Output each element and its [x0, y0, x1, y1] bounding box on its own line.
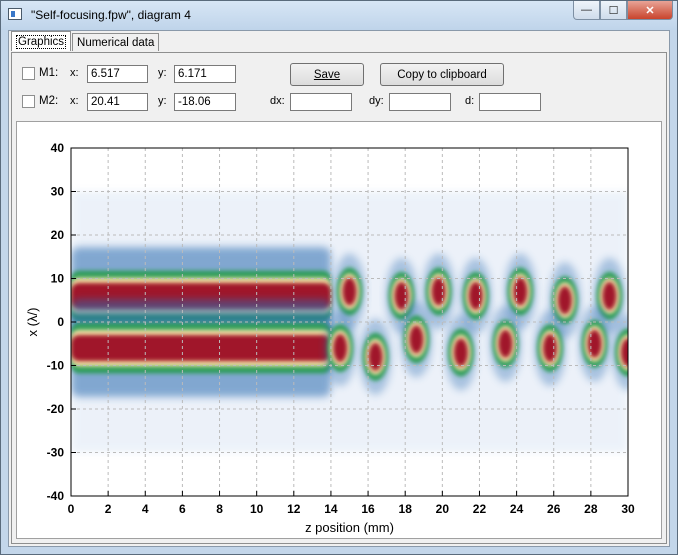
m1-y-field[interactable]: 6.171 [174, 65, 236, 83]
x-tick-label: 20 [436, 502, 450, 516]
beam-band [71, 335, 331, 362]
x-tick-label: 24 [510, 502, 524, 516]
dx-field[interactable] [290, 93, 352, 111]
y-tick-label: 0 [57, 315, 64, 329]
filament-peak [431, 277, 446, 306]
filament-peak [333, 334, 348, 363]
dy-field[interactable] [389, 93, 451, 111]
tab-graphics[interactable]: Graphics [11, 31, 72, 51]
filament-peak [513, 277, 528, 306]
x-axis: 0 2 4 6 8 10 12 14 16 18 20 22 24 26 28 30 [68, 491, 635, 516]
x-tick-label: 12 [287, 502, 301, 516]
y-tick-label: 40 [51, 141, 65, 155]
m1-x-field[interactable]: 6.517 [87, 65, 148, 83]
filaments-lower [324, 301, 628, 395]
y-tick-label: 10 [51, 272, 65, 286]
y-tick-label: -30 [47, 446, 65, 460]
graphics-panel: M1: x: 6.517 y: 6.171 Save Copy to clipb… [11, 52, 667, 544]
dialog-client: Graphics Numerical data M1: x: 6.517 y: … [8, 30, 670, 547]
x-tick-label: 6 [179, 502, 186, 516]
x-tick-label: 22 [473, 502, 487, 516]
y-axis-label: x (λ/) [25, 308, 40, 337]
filaments-upper [333, 253, 626, 339]
minimize-button[interactable]: — [573, 1, 600, 20]
tab-numerical-data[interactable]: Numerical data [72, 33, 160, 51]
filament-peak [602, 281, 617, 310]
x-tick-label: 8 [216, 502, 223, 516]
app-icon [8, 8, 22, 20]
copy-button-label: Copy to clipboard [397, 68, 487, 81]
m2-label: M2: [39, 95, 59, 107]
filament-peak [587, 329, 602, 358]
y-tick-label: -40 [47, 489, 65, 503]
maximize-button[interactable]: ☐ [600, 1, 627, 20]
window-title: "Self-focusing.fpw", diagram 4 [31, 8, 191, 22]
tab-strip: Graphics Numerical data [11, 31, 160, 53]
filament-peak [409, 325, 424, 354]
marker-m2-row: M2: x: 20.41 y: -18.06 dx: dy: d: [12, 91, 662, 113]
x-tick-label: 2 [105, 502, 112, 516]
d-field[interactable] [479, 93, 541, 111]
y-axis: -40 -30 -20 -10 0 10 20 30 40 [47, 141, 76, 503]
y-tick-label: 30 [51, 185, 65, 199]
x-tick-label: 18 [399, 502, 413, 516]
m2-y-field[interactable]: -18.06 [174, 93, 236, 111]
x-tick-label: 30 [621, 502, 635, 516]
m1-checkbox[interactable] [22, 67, 35, 80]
x-tick-label: 16 [361, 502, 375, 516]
d-label: d: [465, 95, 475, 107]
dy-label: dy: [369, 95, 384, 107]
m2-x-label: x: [70, 95, 79, 107]
m2-x-field[interactable]: 20.41 [87, 93, 148, 111]
grid-lines [71, 148, 628, 496]
x-tick-label: 0 [68, 502, 75, 516]
beam-lower [71, 299, 331, 397]
filament-peak [368, 342, 383, 371]
m2-y-label: y: [158, 95, 167, 107]
x-tick-label: 28 [584, 502, 598, 516]
filament-peak [621, 338, 628, 367]
m2-checkbox[interactable] [22, 95, 35, 108]
m1-x-label: x: [70, 67, 79, 79]
x-tick-label: 4 [142, 502, 149, 516]
filament-peak [453, 338, 468, 367]
filament-peak [557, 286, 572, 315]
y-tick-label: -20 [47, 402, 65, 416]
y-tick-label: 20 [51, 228, 65, 242]
filament-peak [498, 329, 513, 358]
y-tick-label: -10 [47, 359, 65, 373]
m1-label: M1: [39, 67, 59, 79]
heatmap-chart[interactable]: 0 2 4 6 8 10 12 14 16 18 20 22 24 26 28 30 -40-30-20-10… [17, 122, 661, 538]
filament-peak [468, 281, 483, 310]
dx-label: dx: [270, 95, 285, 107]
chart-area[interactable]: 0 2 4 6 8 10 12 14 16 18 20 22 24 26 28 30 -40 -30 -20 -10… [16, 121, 662, 539]
x-tick-label: 10 [250, 502, 264, 516]
x-tick-label: 26 [547, 502, 561, 516]
save-button[interactable]: Save [290, 63, 364, 86]
copy-to-clipboard-button[interactable]: Copy to clipboard [380, 63, 504, 86]
title-bar[interactable]: "Self-focusing.fpw", diagram 4 — ☐ ✕ [1, 1, 677, 30]
filament-peak [342, 277, 357, 306]
x-axis-label: z position (mm) [305, 520, 394, 535]
close-button[interactable]: ✕ [627, 1, 673, 20]
save-button-label: Save [313, 68, 341, 81]
filament-peak [543, 334, 558, 363]
marker-m1-row: M1: x: 6.517 y: 6.171 Save Copy to clipb… [12, 63, 662, 86]
filament-peak [394, 281, 409, 310]
m1-y-label: y: [158, 67, 167, 79]
x-tick-label: 14 [324, 502, 338, 516]
